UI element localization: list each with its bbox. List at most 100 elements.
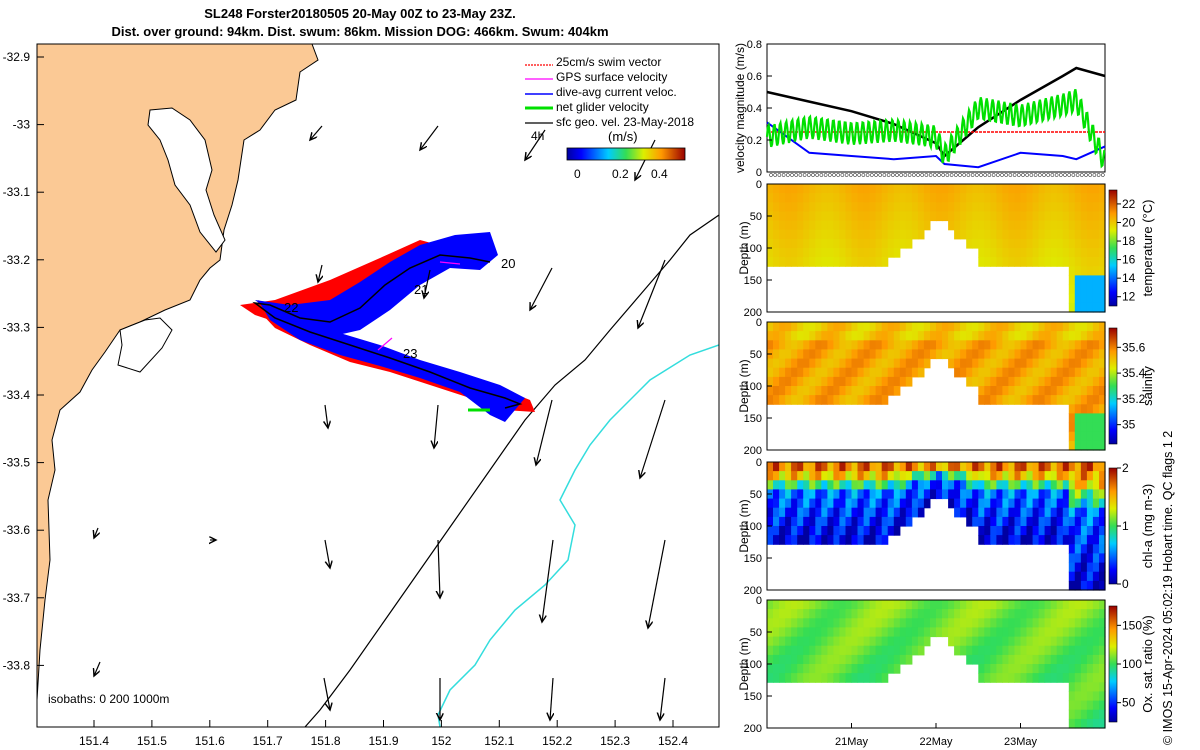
sal-cell <box>1020 395 1028 405</box>
sal-cell <box>1086 367 1094 378</box>
chl-cell <box>1026 462 1034 472</box>
chl-cell <box>887 516 895 527</box>
sal-cell <box>1092 440 1100 451</box>
temp-cell <box>899 193 907 203</box>
oxy-cell <box>1080 627 1088 638</box>
chl-cell <box>821 471 828 481</box>
oxy-cell <box>887 600 895 610</box>
oxy-cell <box>815 636 822 647</box>
temp-cell <box>779 248 786 258</box>
temp-cell <box>881 257 889 267</box>
temp-cell <box>1068 257 1076 267</box>
chl-cell <box>821 498 828 509</box>
oxy-cell <box>791 636 798 647</box>
temp-cell <box>785 193 792 203</box>
chl-cell <box>1092 516 1100 527</box>
temp-cell <box>1032 184 1040 194</box>
oxy-ytick-label: 100 <box>744 659 762 671</box>
oxy-cell <box>845 636 853 647</box>
sal-cell <box>1099 340 1106 350</box>
sal-cell <box>857 386 865 396</box>
temp-cell <box>869 248 877 258</box>
oxy-cell <box>1050 609 1058 619</box>
sal-cell <box>851 376 859 387</box>
temp-cell <box>863 220 871 231</box>
temp-cell <box>1080 284 1088 295</box>
temp-cbar-label: temperature (°C) <box>1140 200 1155 297</box>
chl-cell <box>1068 526 1076 536</box>
oxy-cell <box>773 627 780 638</box>
temp-cell <box>899 220 907 231</box>
sal-cell <box>990 367 997 378</box>
geo-velocity-arrow <box>424 269 431 298</box>
chl-cell <box>827 471 834 481</box>
temp-cell <box>1099 302 1106 313</box>
temp-cell <box>899 202 907 212</box>
sal-cell <box>1080 340 1088 350</box>
chl-cell <box>1062 535 1070 545</box>
oxy-cell <box>785 600 792 610</box>
oxy-cell <box>785 618 792 628</box>
sal-cell <box>966 376 973 387</box>
sal-cell <box>821 340 828 350</box>
temp-cell <box>809 238 816 249</box>
temp-cell <box>815 184 822 194</box>
temp-cell <box>887 202 895 212</box>
temp-cell <box>1002 257 1009 267</box>
temp-cell <box>1050 202 1058 212</box>
map-lake-north <box>147 107 226 253</box>
oxy-cell <box>845 654 853 665</box>
chl-cell <box>1062 489 1070 500</box>
oxy-cell <box>767 645 774 656</box>
temp-cell <box>1050 238 1058 249</box>
sal-cell <box>779 340 786 350</box>
sal-cell <box>1086 358 1094 369</box>
chl-cell <box>803 498 810 509</box>
temp-cell <box>954 211 961 222</box>
temp-cell <box>1092 238 1100 249</box>
temp-cell <box>791 238 798 249</box>
chl-cell <box>1056 471 1064 481</box>
temp-cell <box>809 184 816 194</box>
map-xtick-label: 151.4 <box>79 734 109 748</box>
sal-cell <box>1080 404 1088 414</box>
temp-cell <box>827 211 834 222</box>
oxy-cell <box>899 636 907 647</box>
chl-cell <box>1092 498 1100 509</box>
sal-cell <box>887 331 895 341</box>
sal-cell <box>863 349 871 360</box>
oxy-cell <box>809 673 816 683</box>
sal-cell <box>1080 331 1088 341</box>
legend-4h-label: 4h <box>531 129 544 143</box>
oxy-cell <box>1014 600 1022 610</box>
sal-cell <box>984 340 991 350</box>
oxy-cell <box>1056 627 1064 638</box>
oxy-cell <box>833 664 840 674</box>
oxy-cell <box>797 636 804 647</box>
sal-cell <box>1044 349 1052 360</box>
temp-cell <box>1056 238 1064 249</box>
temp-cell <box>1086 238 1094 249</box>
temp-cell <box>1044 193 1052 203</box>
chl-cell <box>972 507 979 518</box>
profile-marker <box>815 173 820 177</box>
oxy-cell <box>857 673 865 683</box>
chl-cell <box>1056 480 1064 490</box>
sal-cell <box>773 340 780 350</box>
oxy-cell <box>972 609 979 619</box>
oxy-cell <box>984 618 991 628</box>
sal-cell <box>942 340 949 350</box>
temp-cell <box>779 184 786 194</box>
chl-colorbar <box>1108 467 1118 585</box>
temp-cell <box>815 257 822 267</box>
temp-cell <box>1068 302 1076 313</box>
oxy-cell <box>1002 618 1009 628</box>
map-land <box>37 44 319 701</box>
chl-cell <box>1044 462 1052 472</box>
temp-ylabel: Depth (m) <box>737 221 751 274</box>
chl-cell <box>1032 498 1040 509</box>
oxy-cell <box>845 664 853 674</box>
oxy-cell <box>815 673 822 683</box>
oxy-cell <box>1008 609 1015 619</box>
sal-cell <box>1080 376 1088 387</box>
